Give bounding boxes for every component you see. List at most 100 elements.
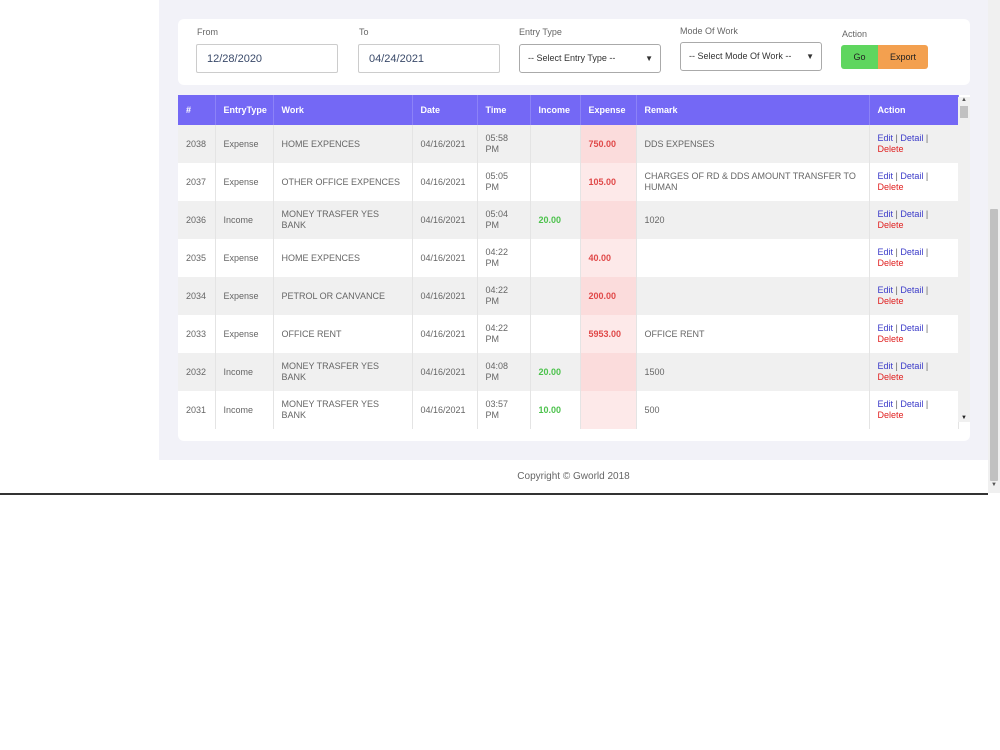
- table-row: 2031 Income MONEY TRASFER YES BANK 04/16…: [178, 391, 959, 429]
- cell-work: OFFICE RENT: [273, 315, 413, 353]
- cell-remark: OFFICE RENT: [636, 315, 870, 353]
- edit-link[interactable]: Edit: [877, 285, 894, 295]
- col-header-date: Date: [412, 95, 478, 125]
- cell-entry-type: Expense: [215, 277, 274, 315]
- cell-date: 04/16/2021: [412, 163, 478, 201]
- chevron-down-icon: ▼: [806, 52, 814, 61]
- detail-link[interactable]: Detail: [900, 133, 924, 143]
- cell-id: 2035: [178, 239, 216, 277]
- cell-id: 2036: [178, 201, 216, 239]
- cell-actions: Edit | Detail | Delete: [869, 353, 959, 391]
- go-button[interactable]: Go: [841, 45, 878, 69]
- detail-link[interactable]: Detail: [900, 209, 924, 219]
- action-separator: |: [895, 323, 898, 333]
- scroll-up-arrow-icon[interactable]: ▲: [961, 97, 967, 103]
- from-label: From: [197, 27, 218, 37]
- cell-work: MONEY TRASFER YES BANK: [273, 201, 413, 239]
- delete-link[interactable]: Delete: [877, 410, 904, 420]
- page-scrollbar[interactable]: ▼: [988, 0, 1000, 493]
- detail-link[interactable]: Detail: [900, 361, 924, 371]
- table-row: 2035 Expense HOME EXPENCES 04/16/2021 04…: [178, 239, 959, 277]
- cell-id: 2037: [178, 163, 216, 201]
- cell-date: 04/16/2021: [412, 277, 478, 315]
- cell-actions: Edit | Detail | Delete: [869, 163, 959, 201]
- detail-link[interactable]: Detail: [900, 285, 924, 295]
- cell-remark: [636, 239, 870, 277]
- to-label: To: [359, 27, 369, 37]
- cell-income: [530, 163, 581, 201]
- table-row: 2032 Income MONEY TRASFER YES BANK 04/16…: [178, 353, 959, 391]
- cell-time: 04:08 PM: [477, 353, 531, 391]
- chevron-down-icon: ▼: [645, 54, 653, 63]
- col-header-expense: Expense: [580, 95, 637, 125]
- table-row: 2037 Expense OTHER OFFICE EXPENCES 04/16…: [178, 163, 959, 201]
- cell-id: 2033: [178, 315, 216, 353]
- edit-link[interactable]: Edit: [877, 209, 894, 219]
- delete-link[interactable]: Delete: [877, 258, 904, 268]
- browser-viewport: From To Entry Type -- Select Entry Type …: [159, 0, 1000, 493]
- cell-income: [530, 125, 581, 163]
- detail-link[interactable]: Detail: [900, 399, 924, 409]
- filter-card: From To Entry Type -- Select Entry Type …: [178, 19, 970, 85]
- cell-income: 10.00: [530, 391, 581, 429]
- cell-entry-type: Income: [215, 391, 274, 429]
- delete-link[interactable]: Delete: [877, 182, 904, 192]
- action-separator: |: [925, 133, 929, 143]
- cell-actions: Edit | Detail | Delete: [869, 239, 959, 277]
- cell-expense: 105.00: [580, 163, 637, 201]
- cell-work: MONEY TRASFER YES BANK: [273, 391, 413, 429]
- cell-remark: 1020: [636, 201, 870, 239]
- from-date-input[interactable]: [196, 44, 338, 73]
- edit-link[interactable]: Edit: [877, 323, 894, 333]
- cell-expense: [580, 353, 637, 391]
- edit-link[interactable]: Edit: [877, 247, 894, 257]
- cell-id: 2038: [178, 125, 216, 163]
- cell-time: 04:22 PM: [477, 277, 531, 315]
- detail-link[interactable]: Detail: [900, 323, 924, 333]
- edit-link[interactable]: Edit: [877, 133, 894, 143]
- cell-income: 20.00: [530, 353, 581, 391]
- page-footer: Copyright © Gworld 2018: [159, 460, 988, 493]
- delete-link[interactable]: Delete: [877, 296, 904, 306]
- entry-type-label: Entry Type: [519, 27, 562, 37]
- cell-remark: 500: [636, 391, 870, 429]
- delete-link[interactable]: Delete: [877, 334, 904, 344]
- cell-date: 04/16/2021: [412, 239, 478, 277]
- mode-of-work-selected: -- Select Mode Of Work --: [689, 51, 792, 61]
- detail-link[interactable]: Detail: [900, 247, 924, 257]
- viewport-bottom-border: [0, 493, 988, 495]
- delete-link[interactable]: Delete: [877, 144, 904, 154]
- copyright-text: Copyright © Gworld 2018: [517, 471, 630, 482]
- action-separator: |: [895, 361, 898, 371]
- scroll-down-arrow-icon[interactable]: ▼: [991, 482, 997, 488]
- cell-expense: 5953.00: [580, 315, 637, 353]
- edit-link[interactable]: Edit: [877, 399, 894, 409]
- cell-expense: 200.00: [580, 277, 637, 315]
- table-scrollbar[interactable]: ▲ ▼: [958, 97, 970, 422]
- cell-entry-type: Expense: [215, 315, 274, 353]
- page-scrollbar-thumb[interactable]: [990, 209, 998, 481]
- edit-link[interactable]: Edit: [877, 361, 894, 371]
- cell-date: 04/16/2021: [412, 315, 478, 353]
- cell-entry-type: Income: [215, 201, 274, 239]
- detail-link[interactable]: Detail: [900, 171, 924, 181]
- cell-expense: [580, 391, 637, 429]
- export-button[interactable]: Export: [878, 45, 928, 69]
- scroll-down-arrow-icon[interactable]: ▼: [961, 415, 967, 421]
- delete-link[interactable]: Delete: [877, 372, 904, 382]
- table-row: 2034 Expense PETROL OR CANVANCE 04/16/20…: [178, 277, 959, 315]
- table-scrollbar-thumb[interactable]: [960, 106, 968, 118]
- cell-work: HOME EXPENCES: [273, 125, 413, 163]
- delete-link[interactable]: Delete: [877, 220, 904, 230]
- action-separator: |: [895, 247, 898, 257]
- to-date-input[interactable]: [358, 44, 500, 73]
- entry-type-select[interactable]: -- Select Entry Type -- ▼: [519, 44, 661, 73]
- cell-time: 05:58 PM: [477, 125, 531, 163]
- mode-of-work-select[interactable]: -- Select Mode Of Work -- ▼: [680, 42, 822, 71]
- table-row: 2033 Expense OFFICE RENT 04/16/2021 04:2…: [178, 315, 959, 353]
- col-header-action: Action: [869, 95, 959, 125]
- edit-link[interactable]: Edit: [877, 171, 894, 181]
- cell-time: 05:05 PM: [477, 163, 531, 201]
- cell-date: 04/16/2021: [412, 201, 478, 239]
- col-header-entry-type: EntryType: [215, 95, 274, 125]
